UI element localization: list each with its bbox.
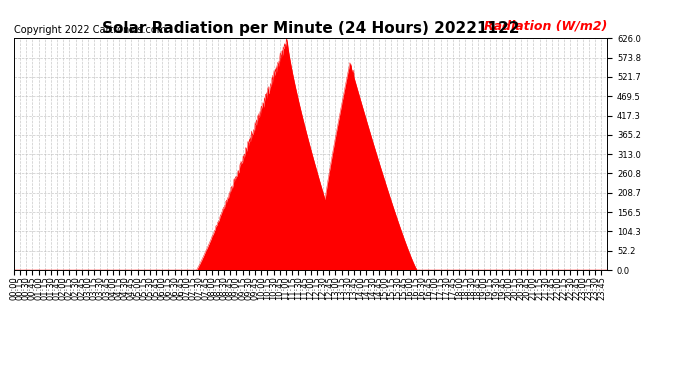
Title: Solar Radiation per Minute (24 Hours) 20221122: Solar Radiation per Minute (24 Hours) 20… — [101, 21, 520, 36]
Text: Copyright 2022 Cartronics.com: Copyright 2022 Cartronics.com — [14, 25, 166, 35]
Text: Radiation (W/m2): Radiation (W/m2) — [484, 20, 607, 33]
